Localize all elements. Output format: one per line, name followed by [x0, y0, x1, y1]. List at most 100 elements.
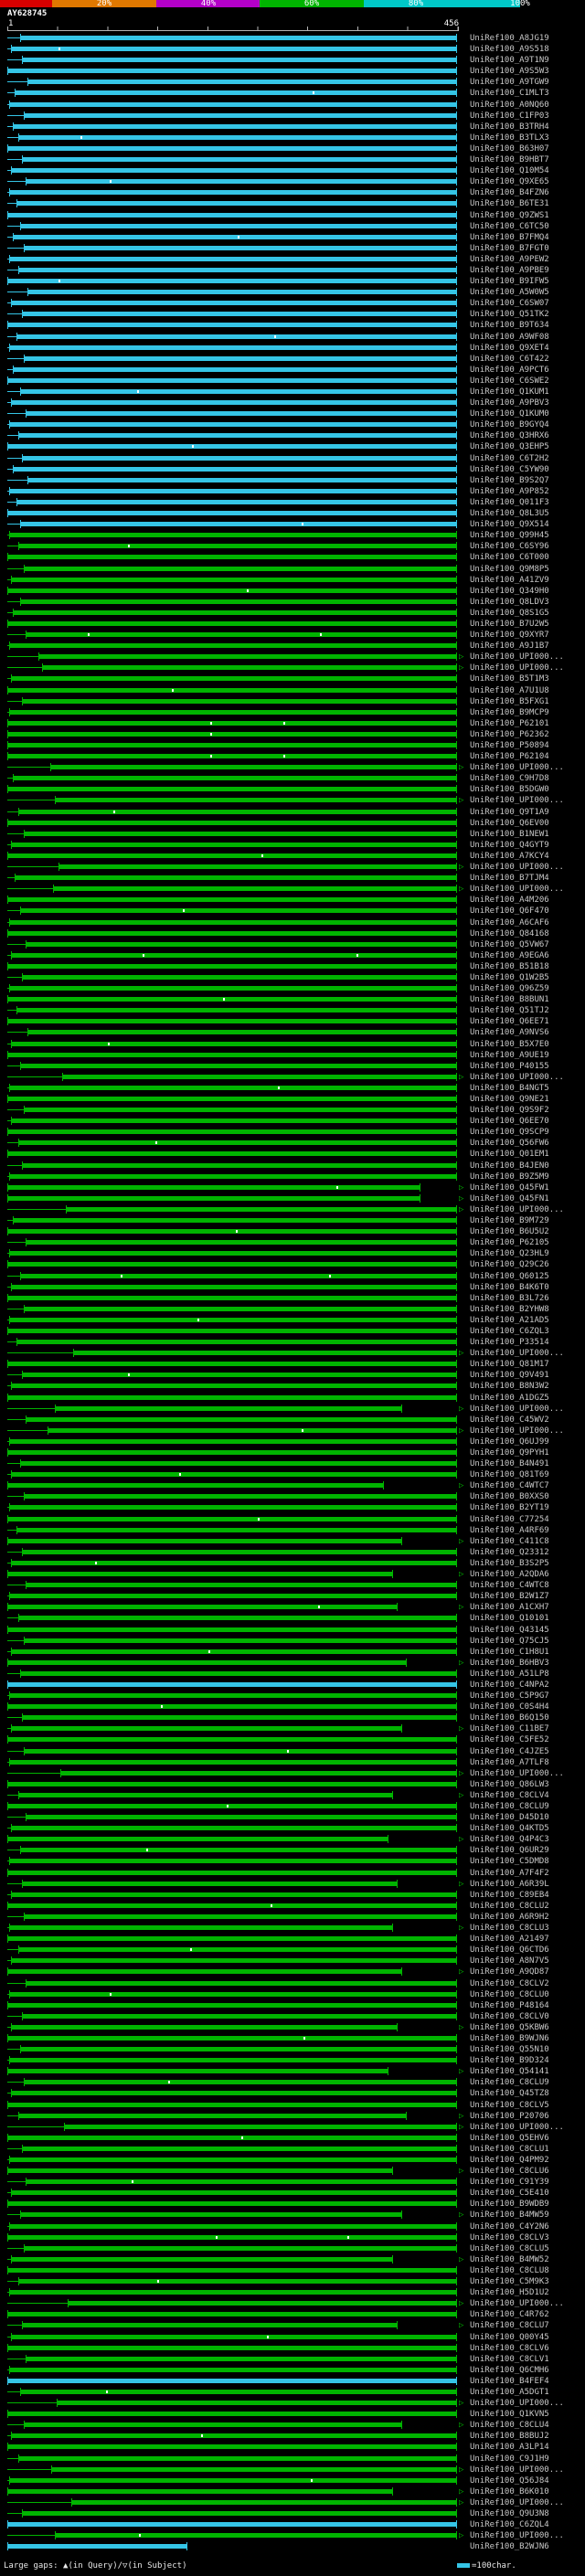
- alignment-row[interactable]: UniRef100_Q96Z59: [0, 983, 585, 994]
- hit-bar[interactable]: [9, 486, 457, 495]
- hit-bar[interactable]: [9, 1857, 457, 1866]
- alignment-row[interactable]: UniRef100_Q56J84: [0, 2475, 585, 2486]
- hit-label[interactable]: UniRef100_Q5VW67: [470, 939, 549, 949]
- alignment-row[interactable]: UniRef100_Q349H0: [0, 586, 585, 597]
- hit-label[interactable]: UniRef100_Q43145: [470, 1625, 549, 1635]
- hit-bar[interactable]: [7, 2376, 457, 2385]
- hit-label[interactable]: UniRef100_C4Y2N6: [470, 2221, 549, 2231]
- alignment-row[interactable]: UniRef100_Q6EV00: [0, 818, 585, 829]
- hit-bar[interactable]: [24, 1304, 457, 1313]
- hit-label[interactable]: UniRef100_A9P852: [470, 486, 549, 496]
- alignment-row[interactable]: UniRef100_C4NPA2: [0, 1680, 585, 1691]
- hit-bar[interactable]: [7, 851, 457, 860]
- hit-label[interactable]: UniRef100_B5T1M3: [470, 674, 549, 684]
- hit-bar[interactable]: [57, 2399, 457, 2408]
- hit-bar[interactable]: [26, 1813, 457, 1822]
- alignment-row[interactable]: UniRef100_A6CAF6: [0, 917, 585, 928]
- hit-bar[interactable]: [20, 1669, 457, 1678]
- hit-bar[interactable]: [11, 166, 457, 175]
- alignment-row[interactable]: UniRef100_Q6EE70: [0, 1116, 585, 1127]
- hit-label[interactable]: UniRef100_Q8S1G5: [470, 608, 549, 618]
- hit-label[interactable]: UniRef100_A9NVS6: [470, 1028, 549, 1038]
- hit-bar[interactable]: [11, 45, 457, 54]
- alignment-row[interactable]: UniRef100_C8CLV5: [0, 2100, 585, 2111]
- hit-label[interactable]: UniRef100_UPI000...: [470, 1426, 564, 1436]
- hit-bar[interactable]: [7, 785, 457, 794]
- hit-bar[interactable]: [9, 2156, 457, 2164]
- hit-bar[interactable]: [7, 1393, 457, 1402]
- hit-label[interactable]: UniRef100_UPI000...: [470, 1072, 564, 1082]
- alignment-row[interactable]: UniRef100_C91Y39: [0, 2177, 585, 2188]
- hit-label[interactable]: UniRef100_B8BUJ2: [470, 2432, 549, 2442]
- alignment-row[interactable]: UniRef100_Q84168: [0, 928, 585, 939]
- alignment-row[interactable]: UniRef100_B7FMQ4: [0, 232, 585, 243]
- hit-bar[interactable]: [27, 78, 457, 87]
- hit-label[interactable]: UniRef100_Q51TK2: [470, 310, 549, 320]
- alignment-row[interactable]: UniRef100_Q75CJ5: [0, 1636, 585, 1647]
- hit-bar[interactable]: [24, 1636, 457, 1645]
- hit-label[interactable]: UniRef100_UPI000...: [470, 863, 564, 873]
- hit-bar[interactable]: [11, 1824, 457, 1833]
- hit-label[interactable]: UniRef100_A9S518: [470, 45, 549, 55]
- alignment-row[interactable]: UniRef100_Q81T69: [0, 1469, 585, 1480]
- alignment-row[interactable]: UniRef100_B7FGT0: [0, 243, 585, 254]
- hit-bar[interactable]: [9, 917, 457, 927]
- hit-label[interactable]: UniRef100_Q5EHV6: [470, 2133, 549, 2143]
- hit-label[interactable]: UniRef100_B8BUN1: [470, 995, 549, 1005]
- hit-label[interactable]: UniRef100_C8CLV6: [470, 2343, 549, 2353]
- hit-label[interactable]: UniRef100_UPI000...: [470, 885, 564, 895]
- hit-label[interactable]: UniRef100_Q23HL9: [470, 1249, 549, 1259]
- alignment-row[interactable]: UniRef100_B4FEF4: [0, 2376, 585, 2387]
- alignment-row[interactable]: UniRef100_A9PBE9: [0, 265, 585, 276]
- hit-bar[interactable]: [18, 133, 457, 142]
- alignment-row[interactable]: UniRef100_B9MCP9: [0, 707, 585, 718]
- alignment-row[interactable]: ▷ UniRef100_UPI000...: [0, 652, 585, 663]
- alignment-row[interactable]: ▷ UniRef100_Q45FN1: [0, 1193, 585, 1204]
- alignment-row[interactable]: UniRef100_H5D1U2: [0, 2287, 585, 2298]
- alignment-row[interactable]: UniRef100_A1DGZ5: [0, 1393, 585, 1404]
- hit-bar[interactable]: [18, 431, 457, 440]
- hit-bar[interactable]: [7, 509, 457, 518]
- hit-bar[interactable]: [11, 1956, 457, 1966]
- alignment-row[interactable]: ▷ UniRef100_UPI000...: [0, 795, 585, 806]
- hit-label[interactable]: UniRef100_C8CLU8: [470, 2265, 549, 2275]
- hit-bar[interactable]: [26, 1978, 457, 1988]
- hit-bar[interactable]: [9, 1436, 457, 1446]
- hit-bar[interactable]: [22, 2509, 457, 2518]
- hit-bar[interactable]: [7, 961, 457, 970]
- hit-bar[interactable]: [11, 1117, 457, 1126]
- alignment-row[interactable]: UniRef100_B3TRH4: [0, 122, 585, 133]
- alignment-row[interactable]: UniRef100_B7U2W5: [0, 619, 585, 630]
- hit-label[interactable]: UniRef100_A0NQ60: [470, 100, 549, 110]
- hit-label[interactable]: UniRef100_Q1W2B5: [470, 972, 549, 982]
- hit-label[interactable]: UniRef100_C411C8: [470, 1536, 549, 1546]
- hit-bar[interactable]: [7, 1802, 457, 1810]
- alignment-row[interactable]: UniRef100_A7KCY4: [0, 851, 585, 862]
- hit-label[interactable]: UniRef100_Q10101: [470, 1614, 549, 1624]
- hit-bar[interactable]: [7, 1935, 457, 1944]
- alignment-row[interactable]: UniRef100_Q6UJ99: [0, 1436, 585, 1447]
- alignment-row[interactable]: UniRef100_B3S2P5: [0, 1558, 585, 1569]
- hit-bar[interactable]: [7, 818, 457, 827]
- hit-bar[interactable]: [24, 243, 457, 252]
- hit-label[interactable]: UniRef100_B6TE31: [470, 199, 549, 209]
- alignment-row[interactable]: ▷ UniRef100_A6R39L: [0, 1879, 585, 1890]
- hit-bar[interactable]: [7, 1260, 457, 1269]
- hit-label[interactable]: UniRef100_A1CXH7: [470, 1603, 549, 1613]
- alignment-row[interactable]: UniRef100_Q60125: [0, 1271, 585, 1282]
- alignment-row[interactable]: UniRef100_A6R9H2: [0, 1912, 585, 1923]
- alignment-row[interactable]: UniRef100_A7F4F2: [0, 1868, 585, 1879]
- alignment-row[interactable]: UniRef100_B5T1M3: [0, 673, 585, 684]
- alignment-row[interactable]: UniRef100_B9IFW5: [0, 276, 585, 287]
- hit-label[interactable]: UniRef100_C4R762: [470, 2310, 549, 2320]
- hit-label[interactable]: UniRef100_P40155: [470, 1061, 549, 1071]
- alignment-row[interactable]: ▷ UniRef100_C8CLU7: [0, 2320, 585, 2331]
- hit-label[interactable]: UniRef100_B51B18: [470, 961, 549, 971]
- hit-bar[interactable]: [9, 1315, 457, 1324]
- hit-bar[interactable]: [7, 1735, 457, 1744]
- alignment-row[interactable]: ▷ UniRef100_UPI000...: [0, 2530, 585, 2541]
- alignment-row[interactable]: UniRef100_B2YHW8: [0, 1304, 585, 1315]
- hit-bar[interactable]: [9, 1592, 457, 1601]
- hit-bar[interactable]: [7, 1193, 420, 1203]
- alignment-row[interactable]: UniRef100_C1FP03: [0, 111, 585, 122]
